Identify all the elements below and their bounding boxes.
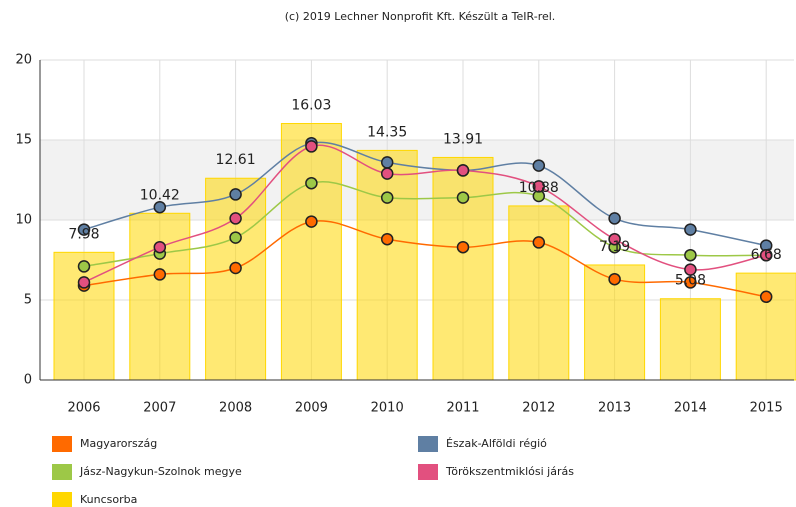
point [380,167,394,180]
point [229,261,242,275]
point [684,276,697,289]
x-tick-label: 2012 [522,401,555,416]
line [83,144,767,284]
chart-title: (c) 2019 Lechner Nonprofit Kft. Készült … [285,10,556,23]
value-label: 13.91 [443,131,483,147]
bar [508,205,570,381]
value-label: 5.08 [675,273,706,289]
point [608,232,621,246]
point [380,232,394,246]
legend-swatch [418,464,438,480]
point [608,212,621,225]
point [305,215,318,228]
point [608,272,621,286]
value-label: 6.68 [751,247,782,263]
y-tick-label: 20 [15,53,32,68]
value-label: 12.61 [216,152,256,168]
point [759,290,773,304]
legend-swatch [52,464,72,480]
value-label: 14.35 [367,124,407,140]
bar [659,298,721,381]
bar [205,177,267,381]
y-tick-label: 15 [15,133,32,148]
point [759,248,773,262]
x-tick-label: 2007 [143,401,176,416]
point [153,268,167,281]
bar [735,272,796,381]
bar [356,149,418,381]
point [305,176,318,190]
point [684,223,697,236]
value-label: 10.88 [519,180,559,196]
point [77,276,91,289]
x-tick-label: 2015 [750,401,783,416]
y-tick-label: 0 [24,373,32,388]
x-tick-label: 2006 [67,401,100,416]
bar [129,212,191,381]
point [153,200,167,214]
y-tick-label: 5 [24,293,32,308]
value-label: 7.98 [68,226,99,242]
bar [280,123,342,381]
legend-label: Magyarország [80,437,157,450]
point [77,260,91,273]
legend-label: Észak-Alföldi régió [446,437,547,450]
point [305,140,318,153]
point [229,188,242,201]
point [684,263,697,276]
bar [432,156,494,381]
legend-label: Törökszentmiklósi járás [445,465,574,478]
line [83,220,767,298]
x-tick-label: 2008 [219,401,252,416]
point [229,231,242,244]
point [77,223,91,236]
point [380,156,394,169]
line [83,141,767,247]
point [532,236,546,249]
point [532,159,546,172]
legend-swatch [52,436,72,452]
point [229,212,242,225]
value-label: 10.42 [140,187,180,203]
value-label: 7.19 [599,239,630,255]
point [684,248,697,262]
x-tick-label: 2011 [446,401,479,416]
point [456,164,470,177]
point [380,191,394,204]
point [153,240,167,254]
line [83,181,767,268]
x-tick-label: 2013 [598,401,631,416]
x-tick-label: 2014 [674,401,707,416]
y-tick-label: 10 [15,213,32,228]
value-label: 16.03 [291,98,331,114]
point [532,180,546,193]
point [456,191,470,204]
legend-label: Jász-Nagykun-Szolnok megye [79,465,242,478]
x-tick-label: 2009 [295,401,328,416]
legend-swatch [52,492,72,507]
point [456,240,470,254]
x-tick-label: 2010 [371,401,404,416]
legend-label: Kuncsorba [80,493,137,506]
legend-swatch [418,436,438,452]
